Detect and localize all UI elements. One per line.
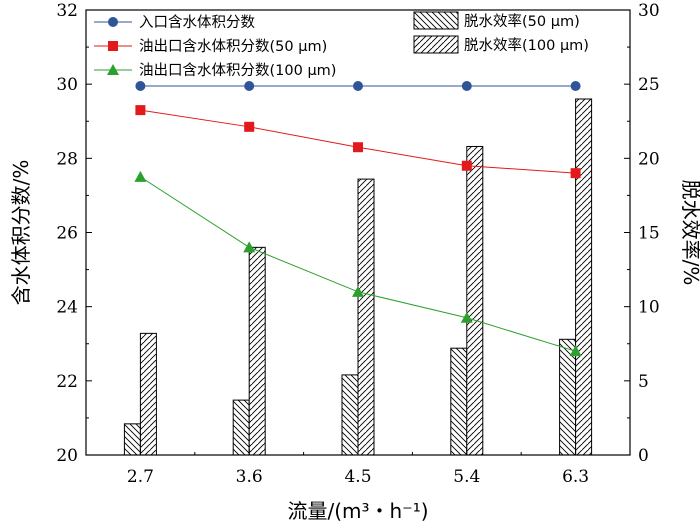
- bar-50um-6.3: [559, 338, 577, 456]
- point-inlet-3.6: [244, 81, 255, 92]
- point-oil-outlet-50um-2.7: [135, 105, 146, 116]
- line-oil-outlet-50um: [140, 109, 576, 174]
- legend-label-inlet: 入口含水体积分数: [139, 14, 255, 31]
- bar-50um-5.4: [450, 347, 468, 456]
- y-left-tick-label: 32: [56, 1, 78, 21]
- y-left-tick-label: 30: [56, 75, 78, 95]
- point-oil-outlet-50um-5.4: [461, 160, 472, 171]
- y-right-axis-title: 脱水效率/%: [679, 180, 700, 286]
- y-right-tick-label: 0: [638, 446, 649, 466]
- bar-100um-3.6: [248, 246, 266, 456]
- y-right-tick-label: 30: [638, 1, 660, 21]
- y-right-tick-label: 25: [638, 75, 660, 95]
- y-right-tick-label: 5: [638, 372, 649, 392]
- y-left-tick-label: 20: [56, 446, 78, 466]
- point-oil-outlet-100um-4.5: [352, 285, 364, 297]
- y-left-tick-label: 24: [56, 298, 78, 318]
- point-inlet-6.3: [570, 81, 581, 92]
- legend-swatch-100um: [413, 35, 459, 54]
- point-oil-outlet-50um-3.6: [244, 121, 255, 132]
- legend-label-efficiency-100um: 脱水效率(100 μm): [464, 37, 589, 54]
- legend-marker-inlet: [108, 17, 118, 27]
- point-oil-outlet-50um-4.5: [353, 142, 363, 153]
- x-tick-label: 4.5: [344, 467, 371, 487]
- x-tick-label: 6.3: [562, 467, 589, 487]
- x-tick-label: 2.7: [127, 467, 154, 487]
- point-oil-outlet-100um-2.7: [134, 170, 147, 182]
- lines-layer: [134, 81, 582, 357]
- legend-label-oil-outlet-50um: 油出口含水体积分数(50 μm): [139, 38, 327, 55]
- legend-label-efficiency-50um: 脱水效率(50 μm): [464, 13, 580, 30]
- x-tick-label: 3.6: [236, 467, 263, 487]
- y-left-axis-title: 含水体积分数/%: [9, 160, 33, 306]
- point-oil-outlet-50um-6.3: [570, 168, 581, 179]
- legend-marker-oil-outlet-100um: [107, 64, 119, 75]
- bar-50um-3.6: [232, 399, 250, 456]
- legend-swatch-50um: [413, 11, 459, 30]
- y-left-tick-label: 28: [56, 149, 78, 169]
- y-right-tick-label: 10: [638, 298, 660, 318]
- y-left-tick-label: 22: [56, 372, 78, 392]
- y-right-tick-label: 15: [638, 224, 660, 244]
- point-inlet-5.4: [461, 81, 472, 92]
- y-left-tick-label: 26: [56, 224, 78, 244]
- bar-100um-5.4: [466, 145, 484, 456]
- legend-label-oil-outlet-100um: 油出口含水体积分数(100 μm): [139, 62, 336, 79]
- bar-100um-6.3: [575, 98, 593, 456]
- axes-layer: 20 22 24 26 28 30 32 0 5 10 15 20 25 30 2.7 3.6 4.5 5.4 6.…: [9, 1, 700, 523]
- x-axis-title: 流量/(m³・h⁻¹): [287, 499, 428, 523]
- y-right-tick-label: 20: [638, 149, 660, 169]
- point-oil-outlet-100um-3.6: [243, 241, 256, 253]
- point-oil-outlet-100um-5.4: [460, 311, 473, 323]
- point-oil-outlet-100um-6.3: [569, 345, 582, 357]
- bars-layer: [123, 98, 593, 456]
- point-inlet-2.7: [135, 81, 146, 92]
- bar-50um-4.5: [341, 374, 359, 456]
- bar-100um-2.7: [139, 332, 157, 456]
- bar-50um-2.7: [123, 423, 141, 456]
- point-inlet-4.5: [353, 81, 363, 92]
- x-tick-label: 5.4: [453, 467, 480, 487]
- legend-marker-oil-outlet-50um: [108, 41, 118, 51]
- bar-100um-4.5: [357, 178, 375, 456]
